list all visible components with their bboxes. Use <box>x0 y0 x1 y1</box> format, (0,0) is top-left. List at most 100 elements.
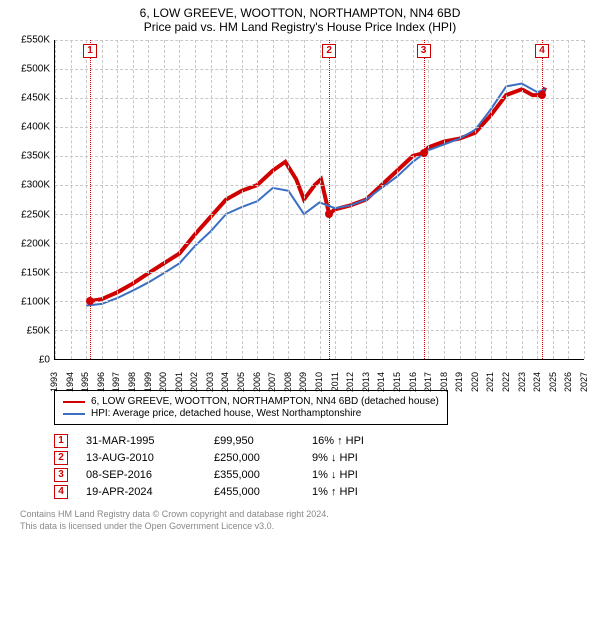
y-tick-label: £100K <box>21 296 50 307</box>
title-line-2: Price paid vs. HM Land Registry's House … <box>10 20 590 34</box>
v-gridline <box>366 40 367 359</box>
event-num: 1 <box>54 434 68 448</box>
x-tick-label: 2010 <box>314 372 324 392</box>
x-tick-label: 2002 <box>189 372 199 392</box>
event-date: 19-APR-2024 <box>86 486 196 498</box>
v-gridline <box>335 40 336 359</box>
v-gridline <box>444 40 445 359</box>
v-gridline <box>460 40 461 359</box>
v-gridline <box>195 40 196 359</box>
v-gridline <box>351 40 352 359</box>
v-gridline <box>475 40 476 359</box>
x-tick-label: 2026 <box>563 372 573 392</box>
title-line-1: 6, LOW GREEVE, WOOTTON, NORTHAMPTON, NN4… <box>10 6 590 20</box>
v-gridline <box>491 40 492 359</box>
footer-line-1: Contains HM Land Registry data © Crown c… <box>20 509 590 521</box>
v-gridline <box>71 40 72 359</box>
x-tick-label: 2022 <box>501 372 511 392</box>
v-gridline <box>288 40 289 359</box>
x-tick-label: 2004 <box>220 372 230 392</box>
x-tick-label: 2005 <box>236 372 246 392</box>
x-tick-label: 2000 <box>158 372 168 392</box>
event-price: £99,950 <box>214 435 294 447</box>
x-tick-label: 2020 <box>470 372 480 392</box>
event-num: 3 <box>54 468 68 482</box>
chart-area: £0£50K£100K£150K£200K£250K£300K£350K£400… <box>10 40 590 382</box>
y-tick-label: £200K <box>21 238 50 249</box>
x-tick-label: 2001 <box>174 372 184 392</box>
y-tick-label: £50K <box>27 325 50 336</box>
x-axis-labels: 1993199419951996199719981999200020012002… <box>54 360 584 382</box>
x-tick-label: 2019 <box>454 372 464 392</box>
y-tick-label: £250K <box>21 209 50 220</box>
legend: 6, LOW GREEVE, WOOTTON, NORTHAMPTON, NN4… <box>54 390 448 425</box>
v-gridline <box>86 40 87 359</box>
v-gridline <box>568 40 569 359</box>
x-tick-label: 1996 <box>96 372 106 392</box>
v-gridline <box>382 40 383 359</box>
v-gridline <box>179 40 180 359</box>
event-price: £455,000 <box>214 486 294 498</box>
v-gridline <box>257 40 258 359</box>
v-gridline <box>55 40 56 359</box>
x-tick-label: 2027 <box>579 372 589 392</box>
x-tick-label: 2012 <box>345 372 355 392</box>
x-tick-label: 1994 <box>65 372 75 392</box>
event-date: 13-AUG-2010 <box>86 452 196 464</box>
chart-container: 6, LOW GREEVE, WOOTTON, NORTHAMPTON, NN4… <box>0 0 600 538</box>
v-gridline <box>102 40 103 359</box>
title-block: 6, LOW GREEVE, WOOTTON, NORTHAMPTON, NN4… <box>10 6 590 34</box>
marker-box: 1 <box>83 44 97 58</box>
event-delta: 16% ↑ HPI <box>312 435 364 447</box>
v-gridline <box>133 40 134 359</box>
legend-item: HPI: Average price, detached house, West… <box>63 408 439 419</box>
x-tick-label: 1998 <box>127 372 137 392</box>
v-gridline <box>320 40 321 359</box>
legend-item: 6, LOW GREEVE, WOOTTON, NORTHAMPTON, NN4… <box>63 396 439 407</box>
plot-area: 1234 <box>54 40 584 360</box>
x-tick-label: 2021 <box>485 372 495 392</box>
event-num: 2 <box>54 451 68 465</box>
y-tick-label: £450K <box>21 93 50 104</box>
x-tick-label: 2016 <box>408 372 418 392</box>
x-tick-label: 2023 <box>517 372 527 392</box>
v-gridline <box>537 40 538 359</box>
series-line <box>90 88 545 301</box>
y-tick-label: £0 <box>39 355 50 366</box>
footer-line-2: This data is licensed under the Open Gov… <box>20 521 590 533</box>
event-delta: 1% ↑ HPI <box>312 486 358 498</box>
event-row: 308-SEP-2016£355,0001% ↓ HPI <box>54 468 590 482</box>
v-gridline <box>506 40 507 359</box>
x-tick-label: 2015 <box>392 372 402 392</box>
x-tick-label: 2006 <box>252 372 262 392</box>
marker-dot <box>420 149 428 157</box>
x-tick-label: 2007 <box>267 372 277 392</box>
v-gridline <box>164 40 165 359</box>
x-tick-label: 2014 <box>376 372 386 392</box>
x-tick-label: 2024 <box>532 372 542 392</box>
marker-dot <box>538 91 546 99</box>
event-row: 4 19-APR-2024 £455,000 1% ↑ HPI <box>54 485 590 499</box>
marker-box: 3 <box>417 44 431 58</box>
x-tick-label: 2018 <box>439 372 449 392</box>
x-tick-label: 2003 <box>205 372 215 392</box>
footer: Contains HM Land Registry data © Crown c… <box>20 509 590 532</box>
y-tick-label: £500K <box>21 64 50 75</box>
x-tick-label: 2025 <box>548 372 558 392</box>
event-date: 08-SEP-2016 <box>86 469 196 481</box>
marker-dot <box>86 297 94 305</box>
event-date: 31-MAR-1995 <box>86 435 196 447</box>
event-num: 4 <box>54 485 68 499</box>
v-gridline <box>397 40 398 359</box>
legend-swatch <box>63 401 85 403</box>
v-gridline <box>273 40 274 359</box>
y-tick-label: £150K <box>21 267 50 278</box>
v-gridline <box>226 40 227 359</box>
v-gridline <box>304 40 305 359</box>
marker-line <box>329 40 330 359</box>
v-gridline <box>242 40 243 359</box>
event-row: 213-AUG-2010£250,0009% ↓ HPI <box>54 451 590 465</box>
x-tick-label: 1995 <box>80 372 90 392</box>
event-table: 1 31-MAR-1995 £99,950 16% ↑ HPI 2 13-AUG-2010… <box>54 434 590 499</box>
v-gridline <box>553 40 554 359</box>
